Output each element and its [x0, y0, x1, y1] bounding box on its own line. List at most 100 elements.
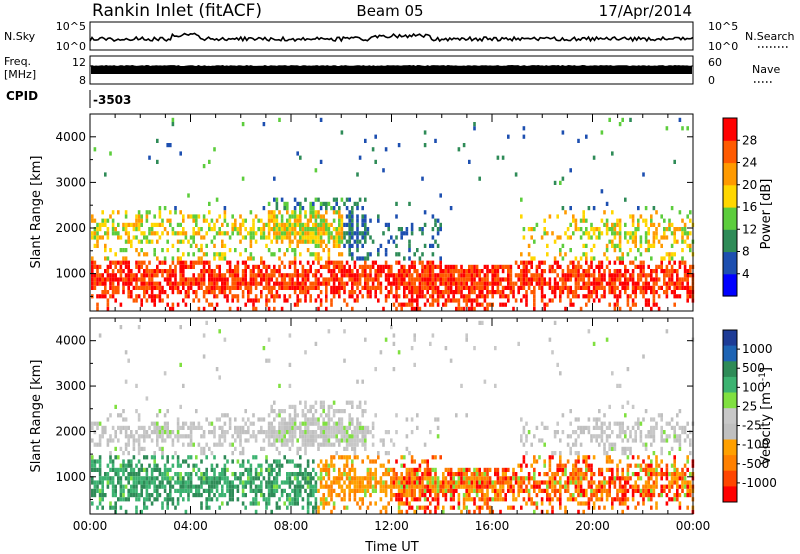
heatmap-cell [221, 413, 224, 418]
heatmap-cell [486, 294, 489, 299]
heatmap-cell [223, 294, 227, 299]
heatmap-cell [364, 281, 367, 286]
heatmap-cell [340, 235, 344, 240]
heatmap-cell [192, 218, 195, 223]
heatmap-cell [335, 264, 338, 269]
heatmap-cell [176, 476, 180, 481]
heatmap-cell [288, 446, 292, 451]
heatmap-cell [299, 210, 302, 215]
heatmap-cell [470, 480, 474, 485]
heatmap-cell [618, 476, 622, 481]
heatmap-cell [278, 264, 281, 269]
heatmap-cell [626, 252, 630, 257]
heatmap-cell [449, 206, 453, 211]
heatmap-cell [241, 260, 245, 265]
heatmap-cell [226, 277, 229, 282]
heatmap-cell [176, 248, 180, 253]
nsky-tick-top: 10^5 [56, 20, 86, 33]
heatmap-cell [413, 252, 416, 257]
heatmap-cell [689, 264, 692, 269]
heatmap-cell [504, 476, 507, 481]
heatmap-cell [260, 446, 263, 451]
heatmap-cell [527, 252, 531, 257]
heatmap-cell [348, 442, 351, 447]
heatmap-cell [369, 252, 372, 257]
heatmap-cell [561, 277, 565, 282]
heatmap-cell [137, 476, 141, 481]
heatmap-cell [540, 235, 544, 240]
heatmap-cell [215, 367, 219, 372]
heatmap-cell [629, 248, 632, 253]
heatmap-cell [514, 172, 518, 177]
heatmap-cell [644, 206, 648, 211]
heatmap-cell [317, 252, 320, 257]
heatmap-cell [197, 476, 201, 481]
heatmap-cell [119, 497, 123, 502]
heatmap-cell [582, 214, 585, 219]
heatmap-cell [462, 497, 466, 502]
heatmap-cell [574, 285, 578, 290]
heatmap-cell [288, 484, 292, 489]
heatmap-cell [140, 446, 143, 451]
heatmap-cell [169, 497, 172, 502]
heatmap-cell [553, 269, 557, 274]
heatmap-cell [117, 497, 120, 502]
heatmap-cell [114, 290, 117, 295]
heatmap-cell [397, 302, 401, 307]
heatmap-cell [119, 248, 123, 253]
heatmap-cell [158, 235, 162, 240]
heatmap-cell [564, 252, 567, 257]
heatmap-cell [600, 425, 604, 430]
heatmap-cell [431, 260, 435, 265]
heatmap-cell [119, 235, 123, 240]
heatmap-cell [517, 484, 520, 489]
heatmap-cell [345, 239, 349, 244]
heatmap-cell [416, 248, 419, 253]
heatmap-cell [98, 434, 102, 439]
heatmap-cell [132, 472, 136, 477]
heatmap-cell [356, 298, 359, 303]
heatmap-cell [202, 214, 206, 219]
heatmap-cell [273, 214, 276, 219]
heatmap-cell [387, 459, 390, 464]
heatmap-cell [327, 417, 331, 422]
heatmap-cell [236, 294, 240, 299]
heatmap-cell [377, 273, 380, 278]
heatmap-cell [325, 472, 328, 477]
heatmap-cell [681, 281, 684, 286]
heatmap-cell [426, 281, 429, 286]
heatmap-cell [572, 218, 575, 223]
heatmap-cell [299, 425, 302, 430]
heatmap-cell [293, 273, 297, 278]
heatmap-cell [517, 488, 520, 493]
heatmap-cell [182, 260, 185, 265]
heatmap-cell [247, 476, 250, 481]
heatmap-cell [338, 285, 341, 290]
heatmap-cell [304, 285, 307, 290]
heatmap-cell [652, 285, 656, 290]
heatmap-cell [553, 281, 557, 286]
heatmap-cell [101, 281, 104, 286]
heatmap-cell [574, 256, 578, 261]
heatmap-cell [340, 269, 344, 274]
heatmap-cell [153, 497, 156, 502]
heatmap-cell [408, 256, 411, 261]
heatmap-cell [338, 467, 341, 472]
heatmap-cell [223, 467, 227, 472]
heatmap-cell [452, 269, 455, 274]
heatmap-cell [621, 421, 624, 426]
heatmap-cell [405, 467, 409, 472]
heatmap-cell [280, 231, 284, 236]
heatmap-cell [270, 442, 273, 447]
heatmap-cell [494, 484, 497, 489]
heatmap-cell [127, 472, 130, 477]
heatmap-cell [410, 264, 414, 269]
heatmap-cell [96, 480, 99, 485]
heatmap-cell [184, 277, 188, 282]
heatmap-cell [569, 472, 572, 477]
heatmap-cell [288, 362, 292, 367]
heatmap-cell [137, 493, 141, 498]
heatmap-cell [296, 201, 299, 206]
heatmap-cell [122, 484, 125, 489]
heatmap-cell [293, 285, 297, 290]
